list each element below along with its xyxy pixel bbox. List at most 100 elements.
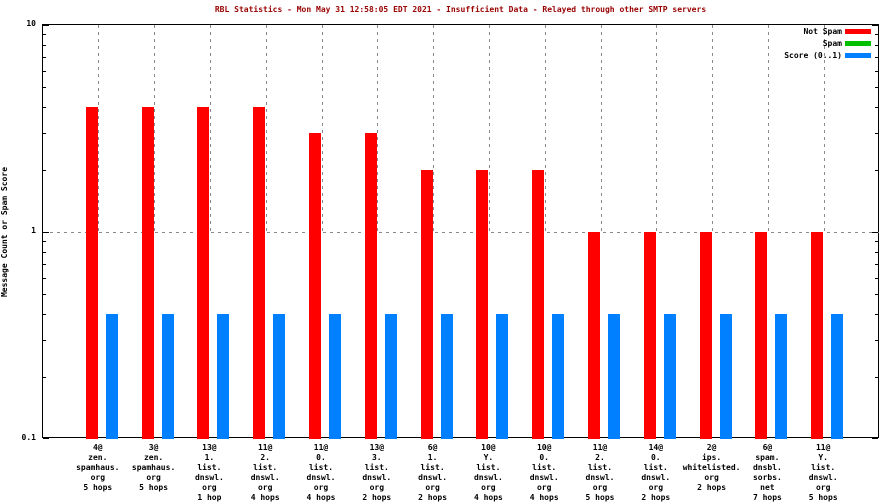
- plot-area: [42, 24, 880, 439]
- y-minor-tick: [43, 45, 46, 47]
- y-major-tick: [872, 25, 878, 26]
- bar-score: [775, 314, 788, 439]
- bar-score: [105, 314, 118, 439]
- x-gridline: [544, 25, 546, 232]
- y-minor-tick: [875, 264, 878, 266]
- y-minor-tick: [43, 241, 46, 243]
- bar-not-spam: [476, 169, 489, 439]
- y-minor-tick: [875, 376, 878, 378]
- bar-not-spam: [643, 232, 656, 439]
- bar-not-spam: [588, 232, 600, 439]
- y-gridline-1: [43, 231, 880, 233]
- x-tick-label: 13@ 1. list. dnswl. org 1 hop: [194, 443, 224, 502]
- bar-not-spam: [811, 232, 824, 439]
- y-minor-tick: [43, 70, 46, 72]
- y-minor-tick: [43, 252, 46, 254]
- legend-swatch-spam: [845, 41, 871, 46]
- bar-not-spam: [141, 107, 154, 439]
- x-tick-label: 11@ 2. list. dnswl. org 5 hops: [585, 443, 615, 502]
- bar-score: [719, 314, 732, 439]
- y-minor-tick: [875, 294, 878, 296]
- y-minor-tick: [875, 133, 878, 135]
- bar-score: [217, 314, 230, 439]
- y-minor-tick: [43, 169, 46, 171]
- y-minor-tick: [43, 376, 46, 378]
- x-tick-label: 10@ Y. list. dnswl. org 4 hops: [473, 443, 503, 502]
- bar-not-spam: [197, 107, 210, 439]
- bar-not-spam: [85, 107, 98, 439]
- y-minor-tick: [43, 34, 46, 36]
- x-gridline: [98, 25, 100, 232]
- bar-score: [440, 314, 453, 439]
- bar-not-spam: [420, 169, 433, 439]
- y-minor-tick: [875, 57, 878, 59]
- legend-swatch-score-0-1-: [845, 53, 871, 58]
- y-minor-tick: [43, 87, 46, 89]
- x-tick-label: 11@ Y. list. dnswl. org 5 hops: [808, 443, 838, 502]
- x-tick-label: 11@ 2. list. dnswl. org 4 hops: [250, 443, 280, 502]
- y-minor-tick: [43, 57, 46, 59]
- x-tick-label: 2@ ips. whitelisted. org 2 hops: [682, 443, 741, 492]
- y-tick-label: 10: [26, 19, 36, 28]
- legend-label: Spam: [822, 39, 842, 48]
- bar-score: [273, 314, 286, 439]
- y-major-tick: [872, 232, 878, 233]
- x-gridline: [265, 25, 267, 232]
- y-minor-tick: [875, 252, 878, 254]
- y-major-tick: [43, 25, 49, 26]
- y-minor-tick: [875, 87, 878, 89]
- bar-score: [552, 314, 565, 439]
- legend-label: Not Spam: [803, 27, 842, 36]
- legend-swatch-not-spam: [845, 29, 871, 34]
- y-minor-tick: [875, 340, 878, 342]
- x-tick-label: 3@ zen. spamhaus. org 5 hops: [131, 443, 176, 492]
- y-minor-tick: [43, 133, 46, 135]
- y-minor-tick: [43, 314, 46, 316]
- bar-score: [608, 314, 620, 439]
- y-minor-tick: [875, 169, 878, 171]
- bar-score: [496, 314, 509, 439]
- y-tick-label: 0.1: [21, 433, 36, 442]
- bar-not-spam: [532, 169, 545, 439]
- x-tick-label: 6@ 1. list. dnswl. org 2 hops: [418, 443, 448, 502]
- bar-not-spam: [309, 133, 321, 439]
- bar-score: [384, 314, 397, 439]
- y-minor-tick: [875, 107, 878, 109]
- x-gridline: [209, 25, 211, 232]
- x-gridline: [154, 25, 156, 232]
- bar-score: [663, 314, 676, 439]
- x-gridline: [377, 25, 379, 232]
- chart-title: RBL Statistics - Mon May 31 12:58:05 EDT…: [214, 5, 707, 14]
- x-tick-label: 13@ 3. list. dnswl. org 2 hops: [362, 443, 392, 502]
- bar-score: [831, 314, 844, 439]
- x-gridline: [433, 25, 435, 232]
- x-gridline: [488, 25, 490, 232]
- y-minor-tick: [43, 264, 46, 266]
- x-gridline: [321, 25, 323, 232]
- x-gridline: [600, 25, 602, 232]
- legend-label: Score (0..1): [784, 51, 842, 60]
- y-tick-label: 1: [31, 226, 36, 235]
- bar-not-spam: [364, 133, 377, 439]
- y-minor-tick: [875, 45, 878, 47]
- x-gridline: [823, 25, 825, 232]
- y-minor-tick: [875, 70, 878, 72]
- y-major-tick: [43, 438, 49, 439]
- x-gridline: [767, 25, 769, 232]
- y-minor-tick: [875, 34, 878, 36]
- bar-not-spam: [253, 107, 266, 439]
- x-tick-label: 10@ 0. list. dnswl. org 4 hops: [529, 443, 559, 502]
- bar-not-spam: [755, 232, 768, 439]
- y-minor-tick: [43, 277, 46, 279]
- y-minor-tick: [43, 340, 46, 342]
- x-tick-label: 4@ zen. spamhaus. org 5 hops: [76, 443, 120, 492]
- x-tick-label: 6@ spam. dnsbl. sorbs. net 7 hops: [752, 443, 782, 502]
- x-gridline: [712, 25, 714, 232]
- y-minor-tick: [875, 241, 878, 243]
- y-minor-tick: [875, 314, 878, 316]
- x-tick-label: 11@ 0. list. dnswl. org 4 hops: [306, 443, 336, 502]
- y-minor-tick: [875, 277, 878, 279]
- y-minor-tick: [43, 294, 46, 296]
- y-major-tick: [872, 438, 878, 439]
- bar-score: [161, 314, 174, 439]
